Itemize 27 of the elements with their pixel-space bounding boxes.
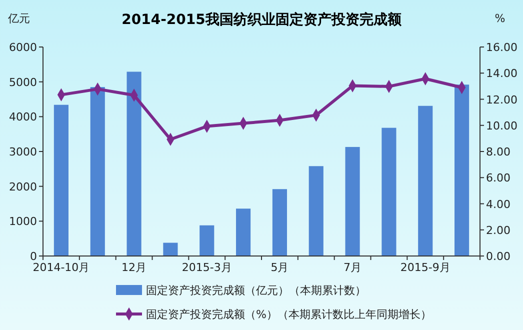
y-tick-label: 1000 [9, 215, 37, 228]
y-axis-title: 亿元 [7, 12, 30, 25]
chart-title: 2014-2015我国纺织业固定资产投资完成额 [122, 11, 402, 28]
y2-tick-label: 10.00 [486, 119, 518, 132]
y2-axis-title: % [494, 12, 506, 25]
x-tick-label: 2015-9月 [400, 261, 450, 274]
y-tick-label: 0 [30, 250, 37, 263]
legend-label: 固定资产投资完成额（亿元）（本期累计数） [146, 284, 366, 297]
y-tick-label: 6000 [9, 41, 37, 54]
y2-tick-label: 8.00 [486, 146, 510, 158]
x-tick-label: 2014-10月 [32, 261, 90, 274]
x-tick-label: 7月 [344, 261, 362, 274]
y2-tick-label: 16.00 [486, 41, 518, 54]
y-tick-label: 5000 [9, 76, 37, 89]
y2-tick-label: 14.00 [486, 67, 518, 80]
y-tick-label: 2000 [9, 180, 37, 194]
legend-label: 固定资产投资完成额（%）（本期累计数比上年同期增长） [146, 308, 432, 321]
y-tick-label: 3000 [9, 146, 37, 158]
x-tick-label: 12月 [122, 261, 147, 274]
x-tick-label: 5月 [270, 261, 289, 274]
y2-tick-label: 12.00 [486, 93, 518, 106]
y2-tick-label: 0.00 [486, 250, 510, 263]
y2-tick-label: 2.00 [486, 224, 510, 237]
x-tick-label: 2015-3月 [182, 261, 232, 274]
y2-tick-label: 4.00 [486, 198, 510, 211]
y-tick-label: 4000 [9, 110, 37, 124]
y2-tick-label: 6.00 [486, 172, 510, 185]
